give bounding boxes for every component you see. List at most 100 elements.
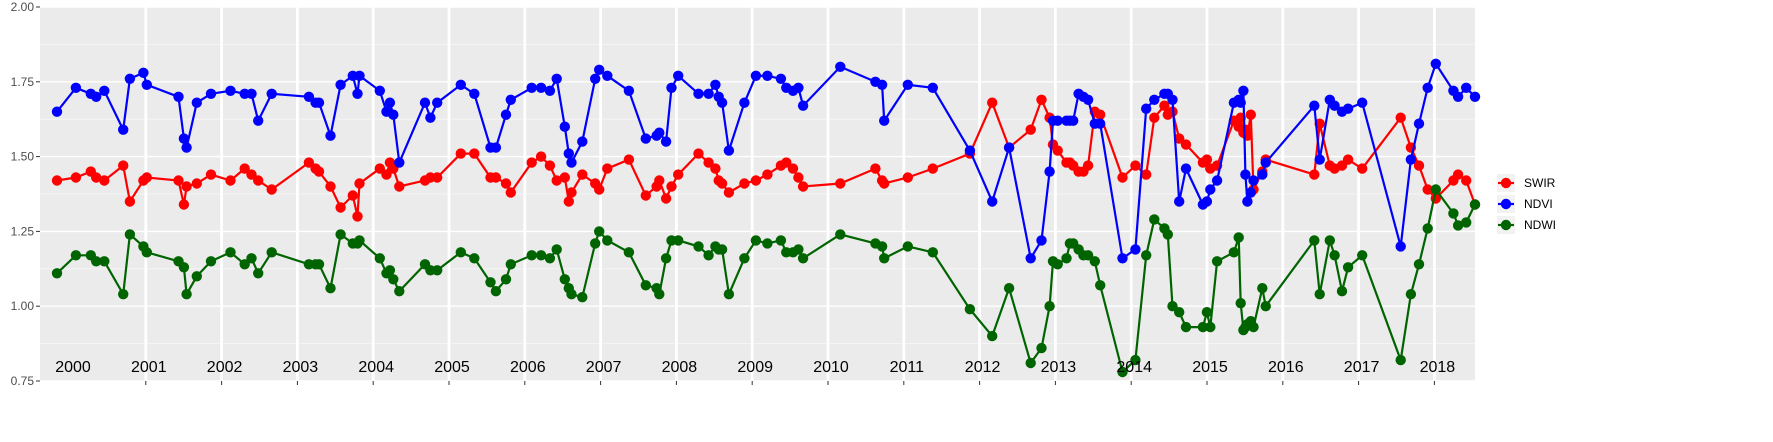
data-point-swir: [559, 172, 570, 183]
data-point-swir: [787, 163, 799, 174]
data-point-ndvi: [352, 88, 363, 100]
data-point-swir: [225, 175, 236, 186]
data-point-ndwi: [1180, 321, 1192, 333]
data-point-ndwi: [335, 229, 346, 240]
data-point-ndvi: [1117, 253, 1128, 264]
data-point-ndwi: [1233, 232, 1244, 243]
data-point-ndvi: [394, 157, 405, 168]
data-point-ndvi: [1149, 94, 1160, 106]
data-point-ndwi: [1141, 250, 1152, 261]
data-point-ndwi: [1036, 342, 1047, 354]
data-point-ndwi: [1248, 321, 1259, 333]
data-point-swir: [490, 172, 502, 183]
data-point-ndwi: [1052, 259, 1063, 270]
data-point-swir: [602, 163, 613, 174]
series-layer: [51, 58, 1481, 378]
data-point-ndwi: [559, 274, 570, 285]
data-point-ndvi: [1211, 175, 1223, 186]
data-point-swir: [623, 154, 635, 165]
data-point-ndvi: [246, 88, 257, 100]
data-point-ndvi: [469, 88, 480, 100]
data-point-ndwi: [1309, 235, 1320, 246]
data-point-swir: [879, 178, 890, 189]
data-point-ndvi: [1240, 169, 1251, 180]
data-point-swir: [673, 169, 684, 180]
data-point-swir: [1130, 160, 1141, 171]
data-point-ndvi: [253, 115, 264, 126]
data-point-ndwi: [775, 235, 787, 246]
data-point-ndvi: [325, 130, 336, 141]
data-point-ndvi: [551, 73, 562, 85]
data-point-ndvi: [1044, 166, 1055, 177]
data-point-ndwi: [1461, 217, 1472, 228]
year-label: 2013: [1041, 359, 1077, 376]
data-point-swir: [354, 178, 365, 189]
data-point-swir: [723, 187, 735, 198]
data-point-ndvi: [1036, 235, 1047, 246]
data-point-swir: [124, 196, 136, 207]
data-point-ndvi: [577, 136, 588, 147]
data-point-ndvi: [505, 94, 516, 106]
year-label: 2005: [434, 359, 470, 376]
data-point-ndwi: [1469, 199, 1481, 210]
data-point-swir: [500, 178, 512, 189]
data-point-ndwi: [535, 250, 547, 261]
data-point-ndwi: [577, 292, 588, 303]
legend-label: NDVI: [1524, 197, 1553, 211]
data-point-swir: [797, 181, 809, 192]
data-point-ndwi: [1329, 250, 1340, 261]
data-point-ndwi: [124, 229, 136, 240]
data-point-swir: [640, 190, 651, 201]
data-point-swir: [432, 172, 443, 183]
data-point-swir: [902, 172, 913, 183]
data-point-swir: [191, 178, 202, 189]
data-point-ndwi: [1314, 289, 1325, 300]
data-point-ndwi: [1395, 354, 1406, 366]
data-point-ndwi: [374, 253, 385, 264]
data-point-ndwi: [1089, 256, 1101, 267]
data-point-swir: [381, 169, 392, 180]
data-point-ndvi: [313, 97, 325, 108]
data-point-ndvi: [1003, 142, 1015, 153]
data-point-swir: [1461, 175, 1472, 186]
data-point-ndvi: [1180, 163, 1192, 174]
grid-major: [40, 6, 1475, 382]
data-point-swir: [181, 181, 192, 192]
data-point-ndwi: [1257, 283, 1268, 294]
data-point-ndwi: [1324, 235, 1336, 246]
year-label: 2004: [358, 359, 394, 376]
data-point-ndvi: [1025, 253, 1036, 264]
data-point-ndvi: [902, 79, 913, 91]
data-point-swir: [1082, 160, 1094, 171]
data-point-swir: [762, 169, 773, 180]
data-point-swir: [703, 157, 714, 168]
data-point-swir: [551, 175, 562, 186]
data-point-ndwi: [490, 286, 502, 297]
data-point-ndvi: [91, 91, 102, 103]
data-point-ndwi: [354, 235, 365, 246]
year-label: 2017: [1344, 359, 1380, 376]
data-point-ndwi: [660, 253, 672, 264]
data-point-ndwi: [1228, 247, 1240, 258]
data-point-ndvi: [51, 106, 63, 117]
y-tick-label: 2.00: [11, 0, 35, 14]
data-point-ndwi: [1025, 357, 1036, 369]
y-tick-label: 1.50: [11, 150, 35, 164]
data-point-ndwi: [1211, 256, 1223, 267]
data-point-ndvi: [70, 82, 82, 94]
data-point-ndwi: [313, 259, 325, 270]
data-point-ndwi: [1342, 262, 1354, 273]
data-point-ndwi: [1162, 229, 1174, 240]
data-point-ndvi: [710, 79, 721, 91]
data-point-swir: [303, 157, 315, 168]
data-point-ndvi: [723, 145, 735, 156]
data-point-ndvi: [1395, 241, 1406, 252]
data-point-ndvi: [1461, 82, 1472, 94]
data-point-ndvi: [835, 61, 846, 72]
year-label: 2014: [1116, 359, 1152, 376]
data-point-ndwi: [118, 289, 129, 300]
data-point-ndvi: [673, 70, 684, 82]
series-ndwi: [51, 184, 1481, 378]
data-point-ndvi: [1242, 196, 1253, 207]
data-point-ndvi: [266, 88, 277, 100]
